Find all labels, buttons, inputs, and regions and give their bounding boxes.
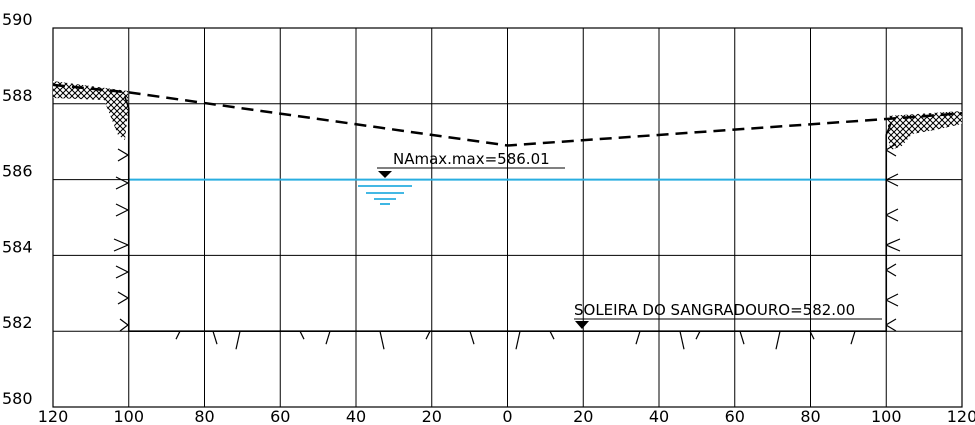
floor-tick [549,330,555,340]
floor-tick [469,331,475,345]
y-axis-labels: 590 588 586 584 582 580 [2,10,33,408]
spillway-sill-label: SOLEIRA DO SANGRADOURO=582.00 [574,301,855,319]
water-level-marker-icon [358,171,412,205]
wall-tick [885,293,899,307]
x-tick-label: 80 [800,407,820,425]
x-tick-label: 100 [871,407,902,425]
floor-tick [739,331,745,345]
floor-tick [235,331,241,350]
floor-tick [809,330,815,340]
wall-tick [119,318,129,332]
floor-tick [695,330,701,340]
y-tick-label: 584 [2,237,33,256]
wall-tick [117,148,129,162]
left-bank-soil-hatch [53,81,128,140]
wall-tick [113,238,129,252]
floor-tick [679,331,685,350]
floor-tick [325,331,331,345]
y-tick-label: 586 [2,162,33,181]
y-tick-label: 590 [2,10,33,29]
spillway-sill-marker-icon [575,321,589,329]
wall-tick [885,208,899,222]
floor-tick [175,330,181,340]
x-tick-label: 40 [649,407,669,425]
x-tick-label: 20 [422,407,442,425]
y-tick-label: 582 [2,313,33,332]
x-tick-label: 100 [113,407,144,425]
floor-tick [635,331,641,345]
wall-tick [885,238,901,252]
water-level-label: NAmax.max=586.01 [393,150,550,168]
right-bank-soil-hatch [888,111,962,150]
floor-tick [515,331,521,350]
wall-tick [115,265,129,279]
floor-tick [425,330,431,340]
x-tick-label: 120 [38,407,69,425]
terrain-dashed-line [52,83,963,147]
x-tick-label: 60 [270,407,290,425]
floor-tick [850,331,856,345]
x-tick-label: 80 [194,407,214,425]
y-tick-label: 580 [2,389,33,408]
floor-tick [299,330,305,340]
wall-tick [117,291,129,305]
x-tick-label: 120 [947,407,975,425]
channel-wall-ticks [113,143,901,350]
wall-tick [885,143,897,157]
floor-tick [775,331,781,350]
x-tick-label: 40 [346,407,366,425]
wall-tick [115,203,129,217]
x-tick-label: 60 [725,407,745,425]
wall-tick [885,318,897,332]
wall-tick [885,263,897,277]
wall-tick [115,176,129,190]
spillway-channel-outline [123,95,892,332]
x-tick-label: 0 [502,407,512,425]
wall-tick [885,173,899,187]
x-tick-label: 20 [573,407,593,425]
y-tick-label: 588 [2,86,33,105]
floor-tick [379,331,385,350]
floor-tick [212,331,218,345]
grid [52,27,963,408]
x-axis-labels: 120 100 80 60 40 20 0 20 40 60 80 100 120 [38,407,975,425]
